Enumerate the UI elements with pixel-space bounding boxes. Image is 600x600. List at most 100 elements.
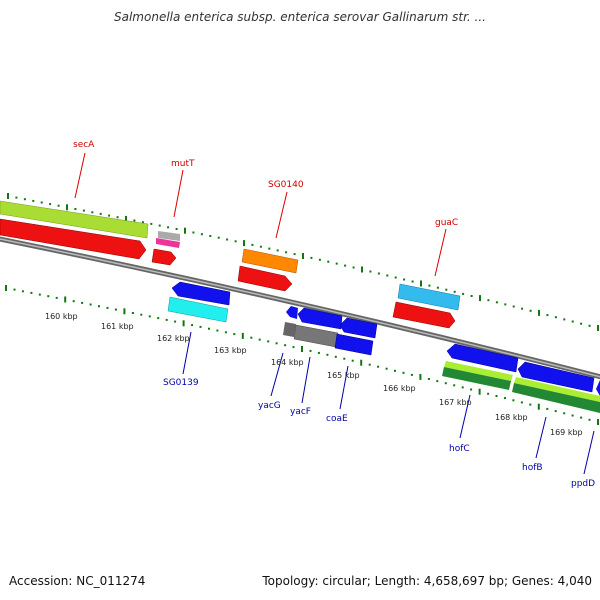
gene-arrow-SG0139-blue bbox=[171, 281, 231, 306]
lower-minor-tick bbox=[275, 342, 278, 345]
upper-minor-tick bbox=[133, 219, 136, 222]
leader-line-mutT bbox=[173, 169, 184, 218]
lower-minor-tick bbox=[495, 395, 498, 397]
upper-minor-tick bbox=[428, 284, 431, 287]
lower-minor-tick bbox=[284, 344, 287, 347]
scale-label-160kbp: 160 kbp bbox=[45, 312, 78, 321]
lower-minor-tick bbox=[402, 371, 405, 374]
upper-minor-tick bbox=[571, 320, 574, 323]
upper-major-tick bbox=[538, 309, 540, 316]
scale-label-168kbp: 168 kbp bbox=[495, 413, 528, 422]
upper-minor-tick bbox=[453, 290, 456, 293]
upper-minor-tick bbox=[108, 214, 111, 217]
upper-minor-tick bbox=[234, 240, 237, 243]
upper-tick-row bbox=[7, 193, 599, 331]
upper-minor-tick bbox=[158, 224, 161, 227]
gene-label-hofB: hofB bbox=[522, 463, 543, 473]
upper-minor-tick bbox=[116, 216, 119, 219]
lower-minor-tick bbox=[453, 384, 456, 387]
lower-minor-tick bbox=[377, 365, 380, 368]
upper-minor-tick bbox=[495, 301, 498, 304]
upper-minor-tick bbox=[167, 226, 170, 229]
upper-minor-tick bbox=[217, 236, 220, 239]
lower-minor-tick bbox=[368, 363, 371, 366]
lower-minor-tick bbox=[250, 336, 253, 339]
gene-bar-yacF-grey bbox=[293, 324, 339, 348]
genome-summary-text: Topology: circular; Length: 4,658,697 bp… bbox=[262, 574, 592, 588]
upper-minor-tick bbox=[563, 318, 566, 321]
gene-arrow-hofC-blue bbox=[446, 343, 519, 373]
lower-minor-tick bbox=[470, 388, 473, 391]
upper-minor-tick bbox=[259, 245, 262, 248]
upper-minor-tick bbox=[580, 322, 583, 325]
gene-arrow-ppdD-blue bbox=[596, 380, 600, 396]
upper-major-tick bbox=[479, 295, 481, 302]
lower-minor-tick bbox=[529, 403, 532, 406]
upper-minor-tick bbox=[268, 247, 271, 250]
gene-bar-hofC-green bbox=[444, 361, 513, 381]
gene-bar-hofC-darkgreen bbox=[442, 367, 511, 390]
lower-minor-tick bbox=[174, 320, 177, 323]
scale-label-169kbp: 169 kbp bbox=[550, 428, 583, 437]
lower-major-tick bbox=[301, 346, 303, 352]
page-title: Salmonella enterica subsp. enterica sero… bbox=[114, 10, 486, 24]
upper-minor-tick bbox=[175, 228, 178, 230]
lower-minor-tick bbox=[55, 296, 58, 299]
gene-label-hofC: hofC bbox=[449, 444, 470, 454]
accession-text: Accession: NC_011274 bbox=[9, 574, 146, 588]
upper-minor-tick bbox=[318, 258, 321, 261]
lower-minor-tick bbox=[504, 397, 506, 400]
lower-minor-tick bbox=[72, 300, 75, 303]
upper-minor-tick bbox=[487, 299, 490, 302]
upper-minor-tick bbox=[386, 274, 389, 277]
lower-minor-tick bbox=[351, 359, 354, 362]
gene-arrow-SG0140-red bbox=[237, 265, 293, 292]
gene-arrow-guaC-red bbox=[392, 301, 456, 329]
upper-minor-tick bbox=[82, 209, 85, 212]
lower-minor-tick bbox=[199, 325, 202, 328]
upper-minor-tick bbox=[377, 272, 380, 275]
upper-major-tick bbox=[597, 325, 599, 331]
upper-minor-tick bbox=[310, 256, 313, 259]
lower-minor-tick bbox=[554, 410, 557, 413]
lower-minor-tick bbox=[520, 401, 523, 404]
lower-minor-tick bbox=[114, 308, 117, 311]
lower-minor-tick bbox=[224, 331, 227, 334]
upper-minor-tick bbox=[15, 196, 18, 199]
upper-minor-tick bbox=[226, 238, 229, 241]
upper-minor-tick bbox=[521, 307, 524, 310]
lower-minor-tick bbox=[13, 288, 16, 291]
gene-label-mutT: mutT bbox=[171, 159, 195, 169]
upper-minor-tick bbox=[200, 233, 203, 236]
gene-label-guaC: guaC bbox=[435, 218, 458, 228]
leader-line-ppdD bbox=[583, 430, 595, 475]
leader-line-SG0140 bbox=[275, 191, 288, 239]
gene-bar-mutT-grey bbox=[158, 231, 180, 241]
lower-major-tick bbox=[360, 359, 363, 366]
upper-minor-tick bbox=[436, 286, 439, 289]
upper-minor-tick bbox=[470, 295, 473, 297]
gene-label-ppdD: ppdD bbox=[571, 479, 595, 489]
gene-label-coaE: coaE bbox=[326, 414, 348, 424]
upper-minor-tick bbox=[529, 309, 532, 312]
lower-minor-tick bbox=[21, 290, 24, 293]
lower-minor-tick bbox=[216, 329, 219, 332]
gene-bar-SG0139-cyan bbox=[167, 296, 229, 323]
scale-label-166kbp: 166 kbp bbox=[383, 384, 416, 393]
lower-minor-tick bbox=[30, 291, 33, 294]
gene-arrow-yacF-blue bbox=[297, 307, 343, 330]
upper-minor-tick bbox=[445, 288, 448, 291]
upper-minor-tick bbox=[74, 208, 77, 210]
upper-minor-tick bbox=[57, 204, 60, 207]
upper-minor-tick bbox=[554, 316, 557, 319]
lower-major-tick bbox=[419, 373, 422, 380]
lower-minor-tick bbox=[98, 305, 100, 308]
upper-minor-tick bbox=[49, 203, 52, 206]
lower-minor-tick bbox=[461, 386, 464, 389]
lower-minor-tick bbox=[326, 353, 329, 356]
upper-minor-tick bbox=[335, 262, 338, 265]
lower-minor-tick bbox=[334, 355, 337, 358]
gene-arrow-yacG-blue bbox=[286, 306, 298, 319]
lower-minor-tick bbox=[588, 418, 591, 421]
